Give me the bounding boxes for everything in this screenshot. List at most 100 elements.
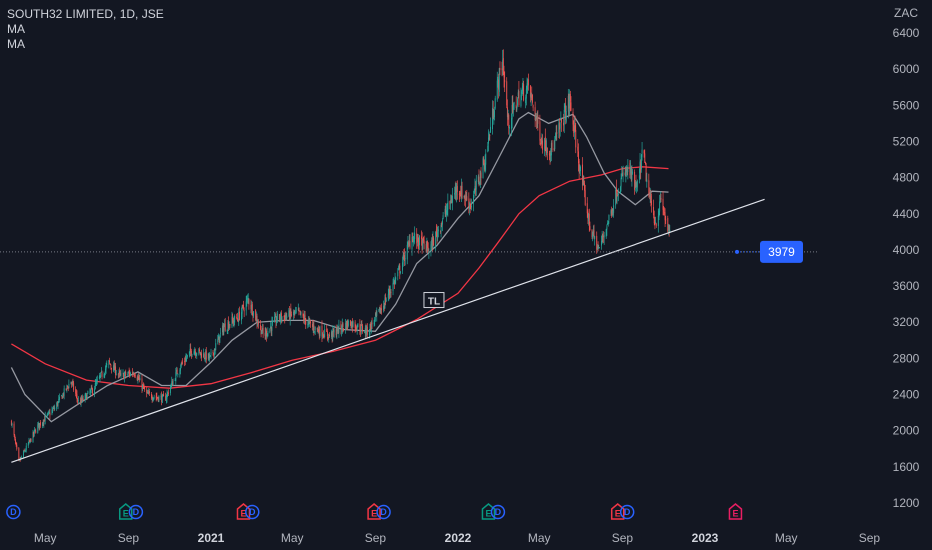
candle bbox=[399, 263, 401, 280]
candle bbox=[638, 168, 640, 184]
dividend-marker[interactable]: D bbox=[619, 504, 635, 520]
candle bbox=[312, 321, 314, 333]
candle bbox=[442, 211, 444, 220]
candle bbox=[502, 49, 504, 76]
candle bbox=[153, 394, 155, 400]
candle bbox=[540, 138, 542, 146]
candle bbox=[428, 248, 430, 259]
candle bbox=[44, 411, 46, 425]
price-dot bbox=[735, 249, 739, 254]
candle bbox=[99, 375, 101, 383]
candle bbox=[665, 215, 667, 225]
candle bbox=[65, 388, 67, 391]
candle bbox=[440, 222, 442, 238]
candle bbox=[29, 438, 31, 444]
earnings-marker[interactable]: E bbox=[236, 503, 251, 520]
candle bbox=[42, 419, 44, 427]
candle bbox=[634, 179, 636, 192]
candle bbox=[92, 387, 94, 397]
current-price-tag[interactable] bbox=[760, 240, 803, 263]
candle bbox=[655, 216, 657, 224]
candle bbox=[435, 231, 437, 252]
candle bbox=[349, 319, 351, 326]
candle bbox=[101, 370, 103, 380]
earnings-marker[interactable]: E bbox=[610, 503, 625, 520]
candle bbox=[139, 373, 141, 381]
candle bbox=[583, 175, 585, 185]
dividend-marker[interactable]: D bbox=[6, 504, 21, 520]
candle bbox=[200, 352, 202, 359]
y-tick-label: 4800 bbox=[893, 171, 920, 185]
candle bbox=[636, 179, 638, 192]
candle bbox=[47, 411, 49, 416]
candle bbox=[574, 115, 576, 132]
candle bbox=[447, 193, 449, 217]
earnings-marker[interactable]: E bbox=[367, 503, 381, 520]
candle bbox=[252, 312, 254, 322]
candle bbox=[67, 386, 69, 392]
dividend-marker[interactable]: D bbox=[245, 504, 260, 520]
candle bbox=[333, 327, 334, 337]
candle bbox=[578, 143, 579, 172]
candle bbox=[169, 385, 171, 396]
candle bbox=[663, 207, 665, 216]
indicator-ma-long[interactable]: MA bbox=[7, 37, 25, 51]
candle bbox=[224, 319, 225, 328]
candle bbox=[634, 169, 636, 195]
dividend-marker[interactable]: D bbox=[128, 504, 144, 520]
candle bbox=[553, 140, 555, 152]
candle bbox=[283, 315, 285, 322]
candle bbox=[371, 317, 373, 329]
candle bbox=[327, 336, 329, 340]
dividend-marker[interactable]: D bbox=[376, 504, 391, 520]
svg-text:E: E bbox=[371, 509, 377, 519]
candle bbox=[631, 165, 633, 187]
candle bbox=[354, 320, 356, 333]
dividend-marker[interactable]: D bbox=[490, 504, 506, 520]
symbol-title[interactable]: SOUTH32 LIMITED, 1D, JSE bbox=[7, 7, 164, 21]
candle bbox=[611, 208, 613, 217]
candle bbox=[565, 105, 567, 124]
candle bbox=[284, 312, 286, 321]
candle bbox=[250, 299, 252, 314]
candle bbox=[167, 389, 169, 397]
candle bbox=[184, 355, 186, 366]
y-tick-label: 2400 bbox=[893, 388, 920, 402]
earnings-marker[interactable]: E bbox=[118, 503, 133, 520]
candle bbox=[660, 193, 662, 203]
candle bbox=[425, 241, 427, 253]
candle bbox=[185, 353, 187, 363]
candle bbox=[276, 310, 278, 324]
candle bbox=[120, 369, 122, 379]
candle bbox=[141, 374, 143, 393]
candle bbox=[257, 319, 259, 329]
candle bbox=[554, 132, 556, 141]
indicator-ma-short[interactable]: MA bbox=[7, 22, 25, 36]
candle bbox=[94, 378, 96, 390]
candle bbox=[53, 405, 55, 412]
candle bbox=[128, 367, 130, 376]
candle bbox=[232, 317, 234, 327]
candle bbox=[89, 388, 91, 395]
trend-line[interactable] bbox=[11, 198, 765, 463]
candle bbox=[403, 249, 405, 260]
earnings-marker[interactable]: E bbox=[728, 503, 743, 520]
candle bbox=[341, 318, 343, 335]
candle bbox=[653, 210, 655, 226]
candle bbox=[29, 439, 31, 443]
candle bbox=[598, 244, 600, 249]
candle bbox=[530, 92, 532, 107]
trend-line-tag[interactable] bbox=[423, 292, 445, 309]
candle bbox=[271, 316, 273, 337]
candle bbox=[77, 396, 79, 404]
candle bbox=[603, 231, 605, 245]
candle bbox=[56, 401, 58, 411]
candle bbox=[573, 120, 575, 137]
candle bbox=[489, 134, 491, 142]
earnings-marker[interactable]: E bbox=[481, 503, 496, 520]
candle bbox=[649, 187, 651, 203]
candle bbox=[228, 316, 230, 332]
candle bbox=[237, 318, 239, 323]
candle bbox=[669, 224, 671, 233]
